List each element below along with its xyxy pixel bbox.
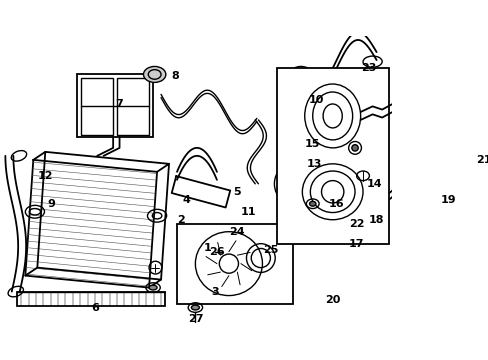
Ellipse shape [143,67,165,82]
Text: 8: 8 [171,71,179,81]
Text: 16: 16 [328,199,344,209]
Ellipse shape [351,145,358,151]
Text: 1: 1 [203,243,211,253]
Text: 14: 14 [366,179,382,189]
Ellipse shape [149,285,157,290]
Text: 22: 22 [348,219,364,229]
Text: 2: 2 [177,215,184,225]
Text: 18: 18 [368,215,384,225]
Ellipse shape [327,175,337,185]
Text: 20: 20 [325,294,340,305]
Ellipse shape [274,161,319,206]
Text: 24: 24 [228,227,244,237]
Text: 23: 23 [360,63,376,73]
Text: 15: 15 [305,139,320,149]
Text: 13: 13 [306,159,322,169]
Bar [276,68,388,244]
Ellipse shape [302,164,362,220]
Text: 10: 10 [308,95,324,105]
Bar [77,75,153,137]
Text: 7: 7 [116,99,123,109]
Text: 17: 17 [348,239,364,249]
Ellipse shape [195,232,262,296]
Text: 3: 3 [211,287,219,297]
Text: 9: 9 [47,199,55,209]
Bar [117,78,149,135]
Text: 12: 12 [38,171,53,181]
Text: 4: 4 [183,195,190,205]
Bar [81,78,113,135]
Text: 27: 27 [188,314,203,324]
Text: 25: 25 [263,245,278,255]
Text: 6: 6 [91,302,100,312]
Ellipse shape [304,84,360,148]
Text: 21: 21 [476,155,488,165]
Text: 11: 11 [241,207,256,217]
Text: 26: 26 [209,247,224,257]
Ellipse shape [191,305,199,310]
Text: 19: 19 [440,195,455,205]
Text: 5: 5 [233,187,240,197]
Ellipse shape [309,201,315,206]
Bar [17,292,165,306]
Bar [177,224,292,303]
